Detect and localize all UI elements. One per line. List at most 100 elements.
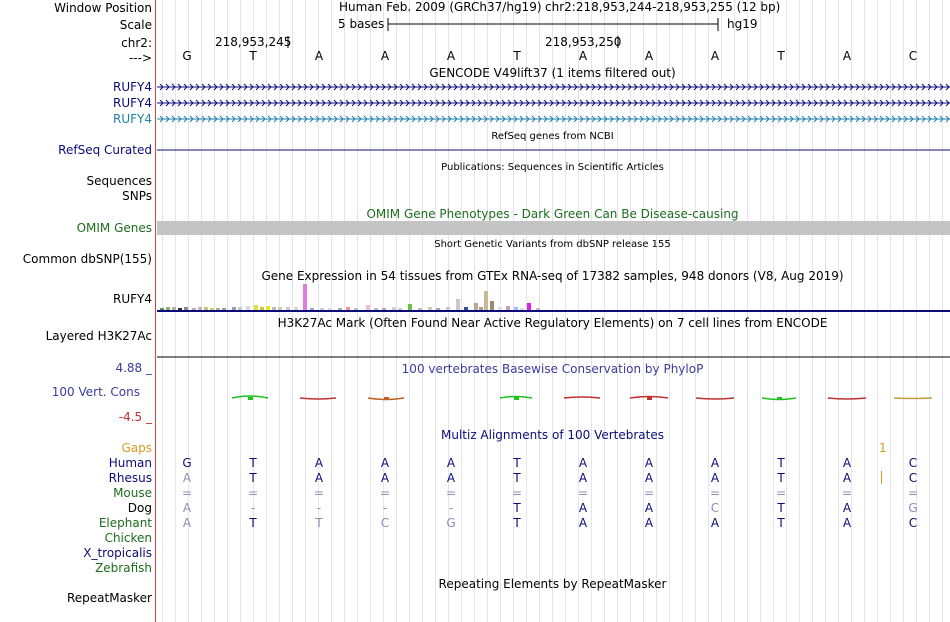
alignment-base-elephant: T (777, 516, 785, 530)
gtex-tissue-bar (204, 307, 208, 310)
species-mouse-label[interactable]: Mouse (113, 486, 152, 500)
base-letter: T (249, 49, 257, 63)
alignment-base-mouse: = (313, 486, 325, 500)
gtex-tissue-bar (536, 308, 540, 310)
gencode-rufy4-label-2[interactable]: RUFY4 (113, 96, 152, 110)
phylop-score-mark (827, 397, 867, 400)
alignment-base-rhesus: C (908, 471, 918, 485)
omim-genes-label[interactable]: OMIM Genes (76, 221, 152, 235)
alignment-base-rhesus: A (578, 471, 588, 485)
phylop-signal[interactable] (0, 0, 950, 420)
alignment-base-human: C (908, 456, 918, 470)
strand-chevrons (159, 83, 950, 91)
scale-label: Scale (119, 18, 152, 32)
alignment-base-mouse: = (445, 486, 457, 500)
gencode-rufy4-label-3[interactable]: RUFY4 (113, 112, 152, 126)
alignment-base-human: T (249, 456, 257, 470)
phylop-score-mark (299, 397, 337, 400)
gtex-tissue-bar (286, 307, 290, 310)
alignment-base-human: A (710, 456, 720, 470)
strand-chevrons (159, 99, 950, 107)
species-chicken-label[interactable]: Chicken (104, 531, 152, 545)
gencode-rufy4-label-1[interactable]: RUFY4 (113, 80, 152, 94)
alignment-base-rhesus: A (182, 471, 192, 485)
snps-label[interactable]: SNPs (122, 189, 152, 203)
gtex-tissue-bar (392, 307, 396, 310)
gtex-tissue-bar (178, 308, 182, 310)
base-letter: T (777, 49, 785, 63)
base-letter: A (842, 49, 852, 63)
species-xtropicalis-label[interactable]: X_tropicalis (83, 546, 152, 560)
alignment-base-human: A (842, 456, 852, 470)
gtex-tissue-bar (408, 304, 412, 310)
gtex-tissue-bar (320, 308, 324, 310)
repeatmasker-label[interactable]: RepeatMasker (66, 591, 152, 605)
phylop-track-label[interactable]: 100 Vert. Cons (51, 385, 140, 399)
alignment-base-mouse: = (379, 486, 391, 500)
alignment-base-human: G (182, 456, 192, 470)
gtex-tissue-bar (198, 307, 202, 310)
label-separator (155, 0, 156, 622)
species-human-label[interactable]: Human (108, 456, 152, 470)
alignment-base-rhesus: A (380, 471, 390, 485)
gtex-tissue-bar (506, 306, 510, 310)
gtex-tissue-bar (222, 308, 226, 310)
alignment-base-elephant: A (182, 516, 192, 530)
phylop-peak (647, 397, 652, 400)
alignment-base-elephant: T (315, 516, 323, 530)
omim-gene-bar[interactable] (157, 221, 950, 235)
alignment-base-rhesus: A (446, 471, 456, 485)
refseq-gene-line[interactable] (0, 0, 950, 160)
gtex-tissue-bar (382, 308, 386, 310)
gtex-tissue-bar (527, 303, 531, 310)
gtex-tissue-bar (278, 307, 282, 310)
gtex-tissue-bar (484, 291, 488, 310)
multiz-track-title: Multiz Alignments of 100 Vertebrates (440, 428, 665, 442)
gtex-tissue-bar (254, 305, 258, 310)
window-position-value: chr2:218,953,244-218,953,255 (12 bp) (545, 0, 781, 14)
base-letter: A (380, 49, 390, 63)
refseq-track-title: RefSeq genes from NCBI (491, 131, 614, 142)
layered-h3k27ac-label[interactable]: Layered H3K27Ac (45, 329, 152, 343)
gtex-tissue-bar (490, 301, 494, 310)
gtex-tissue-bar (216, 308, 220, 310)
gtex-tissue-bar (520, 308, 524, 310)
alignment-base-dog: A (644, 501, 654, 515)
gtex-tissue-bar (446, 307, 450, 310)
phylop-score-mark (695, 397, 735, 400)
alignment-base-human: T (777, 456, 785, 470)
alignment-base-dog: T (777, 501, 785, 515)
gtex-tissue-bar (166, 307, 170, 310)
gtex-tissue-bar (514, 307, 518, 310)
alignment-base-elephant: G (446, 516, 456, 530)
alignment-base-mouse: = (709, 486, 721, 500)
alignment-base-mouse: = (181, 486, 193, 500)
species-dog-label[interactable]: Dog (127, 501, 152, 515)
gaps-marker: 1 (879, 441, 887, 455)
refseq-curated-label[interactable]: RefSeq Curated (58, 143, 152, 157)
species-elephant-label[interactable]: Elephant (98, 516, 152, 530)
sequences-label[interactable]: Sequences (86, 174, 152, 188)
gaps-label: Gaps (121, 441, 152, 455)
gtex-expression-bars[interactable] (0, 0, 950, 315)
phylop-score-mark (563, 396, 601, 399)
base-letter: A (578, 49, 588, 63)
repeatmasker-track-title: Repeating Elements by RepeatMasker (438, 577, 667, 591)
alignment-base-rhesus: A (314, 471, 324, 485)
publications-track-title: Publications: Sequences in Scientific Ar… (441, 162, 664, 173)
alignment-base-human: T (513, 456, 521, 470)
phylop-max-label: 4.88 _ (115, 361, 152, 375)
alignment-base-elephant: A (710, 516, 720, 530)
species-rhesus-label[interactable]: Rhesus (108, 471, 152, 485)
gtex-tissue-bar (303, 284, 307, 310)
gtex-tissue-bar (366, 305, 370, 310)
common-dbsnp-label[interactable]: Common dbSNP(155) (22, 252, 152, 266)
gtex-tissue-bar (338, 308, 342, 310)
gtex-tissue-bar (172, 307, 176, 310)
gtex-gene-label[interactable]: RUFY4 (113, 292, 152, 306)
alignment-base-human: A (380, 456, 390, 470)
alignment-base-dog: - (382, 501, 388, 515)
species-zebrafish-label[interactable]: Zebrafish (95, 561, 152, 575)
gtex-tissue-bar (266, 306, 270, 310)
gencode-gene-models[interactable] (0, 0, 950, 130)
